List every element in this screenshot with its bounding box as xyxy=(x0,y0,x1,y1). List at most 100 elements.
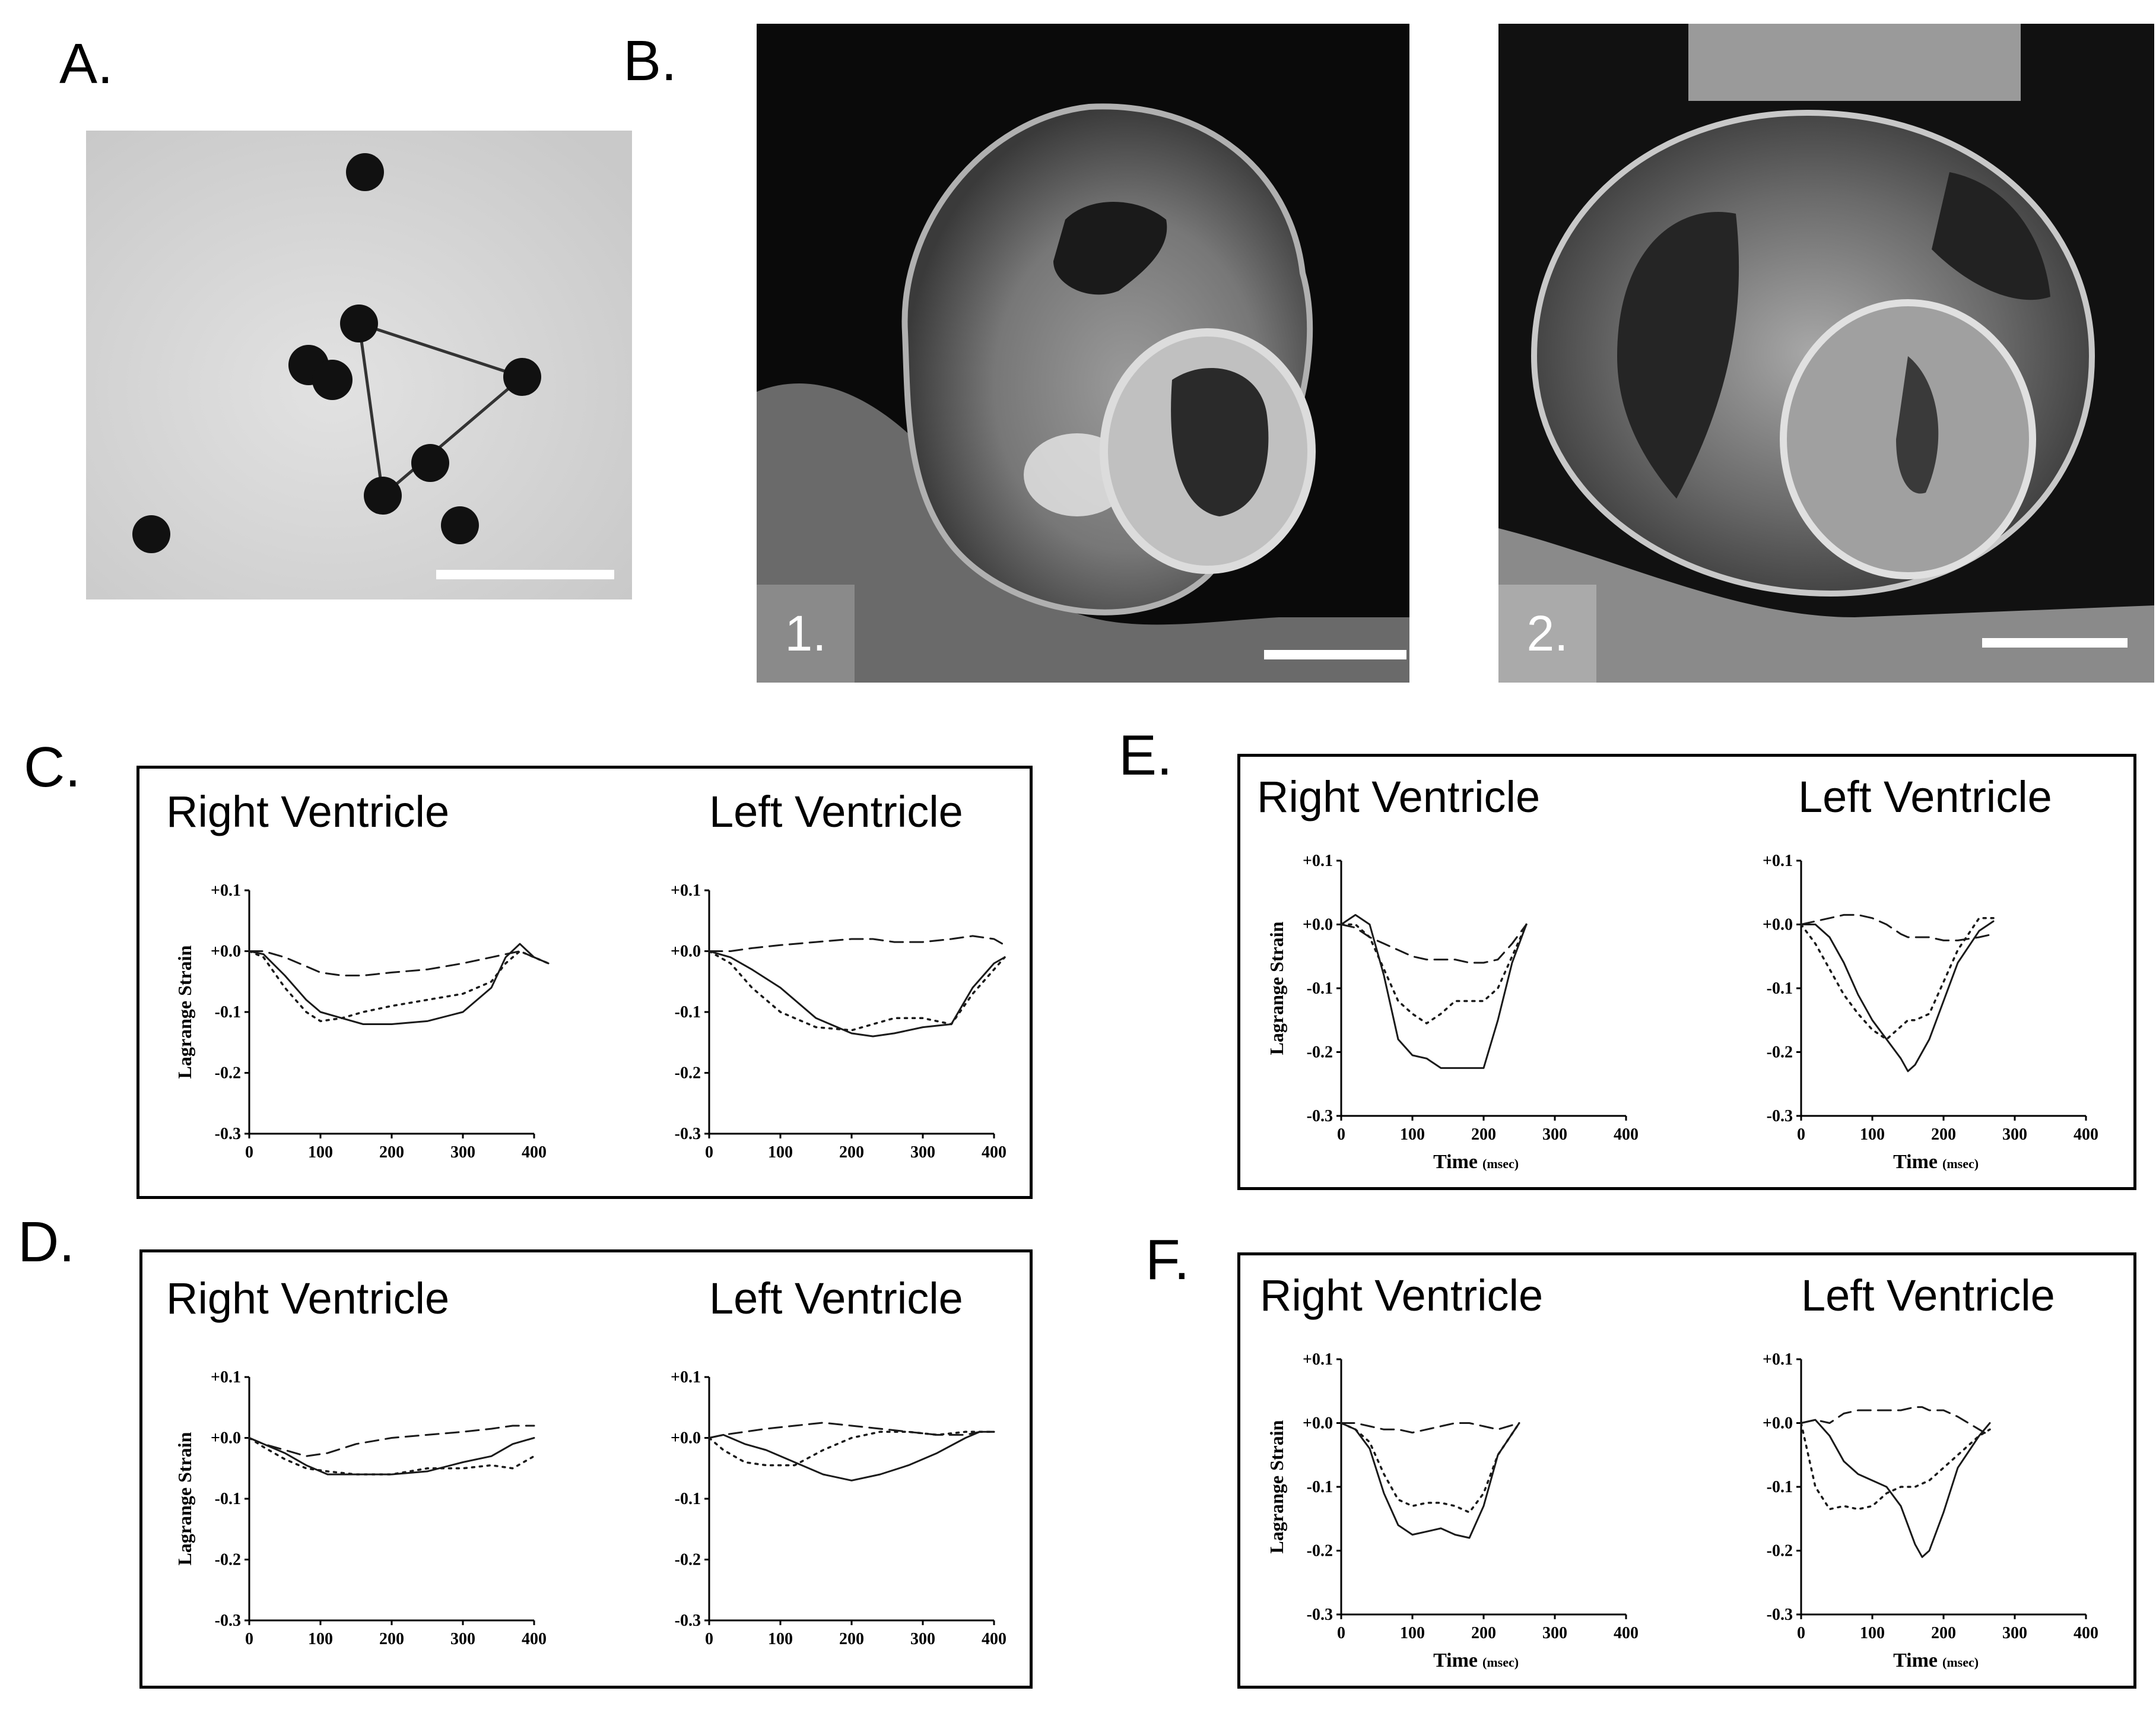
y-axis-label: Lagrange Strain xyxy=(1266,1420,1287,1553)
chart-title: Left Ventricle xyxy=(709,787,963,836)
x-tick-label: 400 xyxy=(982,1143,1006,1162)
panel-d-box xyxy=(139,1249,1033,1689)
bead-marker xyxy=(312,360,353,400)
series-line-dotted xyxy=(1800,917,1995,1041)
x-tick-label: 100 xyxy=(1400,1125,1425,1144)
panel-label-f: F. xyxy=(1145,1228,1190,1292)
x-tick-label: 200 xyxy=(379,1630,404,1648)
panel-e-box xyxy=(1237,754,2136,1190)
bead-marker xyxy=(503,358,541,396)
x-tick-label: 0 xyxy=(1337,1624,1345,1642)
series-line-dashed xyxy=(1340,1422,1520,1434)
x-tick-label: 300 xyxy=(1542,1125,1567,1144)
strain-plot-c-right: +0.1 +0.0 -0.1 -0.2 -0.30 100 200 300 400 Lagrang… xyxy=(174,881,550,1162)
strain-plot-d-left: +0.1 +0.0 -0.1 -0.2 -0.30 100 200 300 400 xyxy=(671,1368,1006,1648)
y-tick-label: +0.0 xyxy=(671,943,701,961)
y-tick-label: -0.2 xyxy=(675,1064,701,1083)
x-axis-label: Time xyxy=(1433,1151,1478,1173)
chart-title: Left Ventricle xyxy=(709,1274,963,1323)
y-tick-label: -0.3 xyxy=(675,1125,701,1143)
y-tick-label: +0.0 xyxy=(1763,1414,1793,1433)
chart-title: Right Ventricle xyxy=(166,787,450,836)
strain-plot-d-right: +0.1 +0.0 -0.1 -0.2 -0.30 100 200 300 400 Lagrang… xyxy=(174,1368,547,1648)
chart-title: Right Ventricle xyxy=(166,1274,450,1323)
x-tick-label: 400 xyxy=(1614,1624,1639,1642)
series-line-dashed xyxy=(1800,913,1995,941)
y-tick-label: -0.1 xyxy=(215,1003,241,1022)
x-tick-label: 0 xyxy=(1797,1125,1805,1144)
chart-title: Right Ventricle xyxy=(1257,772,1541,821)
panel-label-e: E. xyxy=(1119,724,1173,787)
y-tick-label: -0.1 xyxy=(1767,1478,1793,1496)
chart-title: Left Ventricle xyxy=(1801,1271,2055,1320)
y-tick-label: +0.0 xyxy=(1303,916,1333,934)
y-tick-label: +0.1 xyxy=(671,881,701,900)
panel-label-b: B. xyxy=(623,29,677,93)
bead-marker xyxy=(411,444,449,482)
series-line-solid xyxy=(708,1430,995,1482)
panel-label-d: D. xyxy=(18,1210,75,1274)
series-line-solid xyxy=(1800,920,1995,1073)
y-tick-label: -0.3 xyxy=(1767,1107,1793,1125)
y-tick-label: +0.1 xyxy=(1763,1350,1793,1369)
series-line-dashed xyxy=(708,1422,995,1439)
x-tick-label: 0 xyxy=(1337,1125,1345,1144)
y-tick-label: +0.1 xyxy=(211,1368,241,1387)
bead-marker xyxy=(364,477,402,515)
series-line-dotted xyxy=(248,950,550,1023)
series-line-dashed xyxy=(1800,1406,1991,1437)
x-tick-label: 200 xyxy=(1471,1125,1496,1144)
series-line-solid xyxy=(1800,1419,1991,1558)
x-tick-label: 300 xyxy=(910,1143,935,1162)
strain-plot-e-right: +0.1 +0.0 -0.1 -0.2 -0.30 100 200 300 400 Lagrang… xyxy=(1266,852,1639,1173)
y-tick-label: +0.1 xyxy=(1303,1350,1333,1369)
x-axis-label: Time xyxy=(1893,1649,1938,1671)
y-tick-label: -0.3 xyxy=(1307,1606,1333,1624)
x-tick-label: 200 xyxy=(1471,1624,1496,1642)
y-tick-label: -0.2 xyxy=(1767,1542,1793,1560)
chart-title: Right Ventricle xyxy=(1260,1271,1544,1320)
y-tick-label: +0.1 xyxy=(1763,852,1793,870)
x-axis-label: Time xyxy=(1893,1151,1938,1173)
y-tick-label: -0.2 xyxy=(215,1551,241,1569)
x-tick-label: 400 xyxy=(522,1143,547,1162)
y-tick-label: -0.2 xyxy=(675,1551,701,1569)
panel-c-box xyxy=(136,766,1033,1199)
x-tick-label: 0 xyxy=(705,1143,713,1162)
heart-illustration-2 xyxy=(1498,24,2154,683)
series-line-dotted xyxy=(1340,1422,1520,1514)
x-tick-label: 300 xyxy=(1542,1624,1567,1642)
y-tick-label: -0.3 xyxy=(215,1125,241,1143)
series-line-dashed xyxy=(248,950,550,976)
x-tick-label: 100 xyxy=(1860,1125,1885,1144)
x-tick-label: 100 xyxy=(1860,1624,1885,1642)
series-line-solid xyxy=(248,943,550,1025)
scale-bar xyxy=(1982,638,2128,648)
heart-image-1: 1. xyxy=(757,24,1409,683)
y-tick-label: -0.3 xyxy=(675,1612,701,1630)
bead-marker xyxy=(441,506,479,544)
x-tick-label: 400 xyxy=(522,1630,547,1648)
x-tick-label: 100 xyxy=(308,1630,333,1648)
x-axis-unit: (msec) xyxy=(1482,1655,1519,1670)
y-axis-label: Lagrange Strain xyxy=(1266,921,1287,1055)
y-tick-label: +0.1 xyxy=(671,1368,701,1387)
x-tick-label: 200 xyxy=(1931,1624,1956,1642)
y-tick-label: +0.1 xyxy=(1303,852,1333,870)
x-axis-unit: (msec) xyxy=(1942,1655,1979,1670)
x-tick-label: 200 xyxy=(839,1630,864,1648)
y-tick-label: +0.0 xyxy=(1763,916,1793,934)
x-tick-label: 0 xyxy=(705,1630,713,1648)
scale-bar xyxy=(1264,650,1406,659)
x-tick-label: 300 xyxy=(450,1143,475,1162)
x-tick-label: 300 xyxy=(2002,1125,2027,1144)
series-line-solid xyxy=(248,1437,535,1476)
series-line-dotted xyxy=(1340,923,1528,1024)
y-tick-label: -0.1 xyxy=(675,1003,701,1022)
y-tick-label: +0.0 xyxy=(1303,1414,1333,1433)
x-tick-label: 0 xyxy=(245,1630,253,1648)
bead-micrograph xyxy=(86,131,632,599)
strain-triangle xyxy=(357,321,526,499)
x-tick-label: 0 xyxy=(1797,1624,1805,1642)
x-tick-label: 0 xyxy=(245,1143,253,1162)
